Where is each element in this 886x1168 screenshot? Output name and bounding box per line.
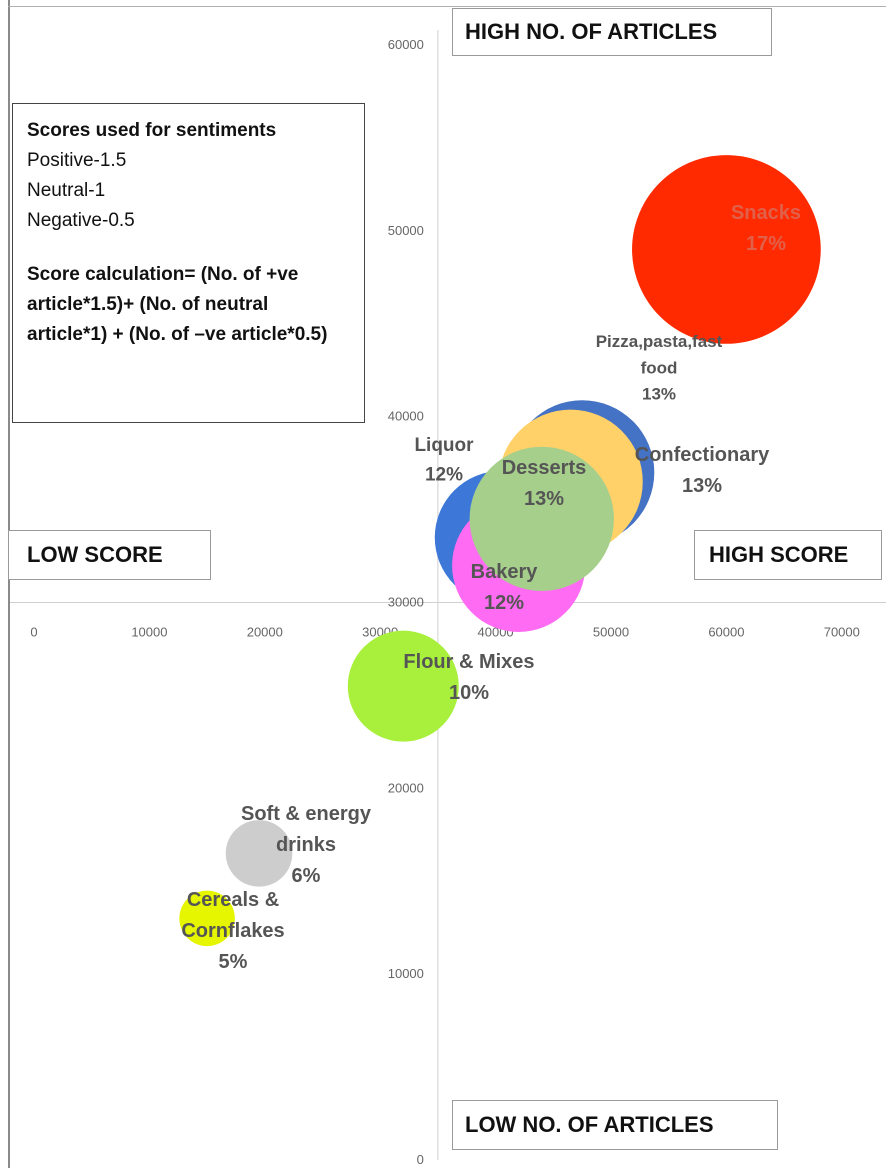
chart-frame-left <box>8 0 10 1168</box>
data-label-snacks: 17% <box>746 233 786 255</box>
data-label-soft-energy-drinks: 6% <box>292 865 321 887</box>
score-legend-box: Scores used for sentiments Positive-1.5 … <box>12 103 365 423</box>
quadrant-label-high-score: HIGH SCORE <box>694 530 882 580</box>
y-tick-label: 40000 <box>388 409 424 424</box>
data-label-snacks: Snacks <box>731 202 801 224</box>
data-label-desserts: Desserts <box>502 457 587 479</box>
data-label-bakery: Bakery <box>471 561 539 583</box>
data-label-soft-energy-drinks: Soft & energy <box>241 803 372 825</box>
data-label-confectionary: Confectionary <box>635 444 770 466</box>
bubble-desserts <box>469 446 614 592</box>
y-tick-label: 10000 <box>388 966 424 981</box>
x-tick-label: 70000 <box>824 625 860 640</box>
data-label-bakery: 12% <box>484 592 524 614</box>
quadrant-label-low-score: LOW SCORE <box>8 530 211 580</box>
y-tick-label: 0 <box>417 1152 424 1167</box>
x-tick-label: 20000 <box>247 625 283 640</box>
bubble-cereals-cornflakes <box>179 890 235 947</box>
data-label-desserts: 13% <box>524 488 564 510</box>
legend-formula: Score calculation= (No. of +ve article*1… <box>27 264 328 345</box>
data-label-pizza-pasta-fast-food: 13% <box>642 385 676 404</box>
quadrant-label-low-articles: LOW NO. OF ARTICLES <box>452 1100 778 1150</box>
x-tick-label: 50000 <box>593 625 629 640</box>
data-label-liquor: 12% <box>425 464 463 485</box>
y-tick-label: 20000 <box>388 780 424 795</box>
chart-frame-top <box>8 6 886 7</box>
bubble-snacks <box>632 155 821 344</box>
legend-line-neutral: Neutral-1 <box>27 180 106 201</box>
data-label-soft-energy-drinks: drinks <box>276 834 336 856</box>
data-label-liquor: Liquor <box>414 435 474 456</box>
legend-line-positive: Positive-1.5 <box>27 150 127 171</box>
x-tick-label: 10000 <box>131 625 167 640</box>
data-label-confectionary: 13% <box>682 475 722 497</box>
x-tick-label: 60000 <box>708 625 744 640</box>
legend-line-negative: Negative-0.5 <box>27 210 135 231</box>
data-label-flour-mixes: Flour & Mixes <box>403 651 534 673</box>
data-label-cereals-cornflakes: Cereals & <box>187 889 279 911</box>
data-label-cereals-cornflakes: Cornflakes <box>181 920 284 942</box>
legend-title: Scores used for sentiments <box>27 120 277 141</box>
data-label-cereals-cornflakes: 5% <box>219 951 248 973</box>
data-label-flour-mixes: 10% <box>449 682 489 704</box>
data-label-pizza-pasta-fast-food: food <box>641 358 678 377</box>
x-tick-label: 0 <box>30 625 37 640</box>
quadrant-label-high-articles: HIGH NO. OF ARTICLES <box>452 8 772 56</box>
y-tick-label: 60000 <box>388 37 424 52</box>
bubble-soft-energy-drinks <box>225 820 293 887</box>
data-label-pizza-pasta-fast-food: Pizza,pasta,fast <box>596 332 723 351</box>
y-tick-label: 50000 <box>388 223 424 238</box>
y-tick-label: 30000 <box>388 595 424 610</box>
bubble-flour-mixes <box>347 630 459 742</box>
